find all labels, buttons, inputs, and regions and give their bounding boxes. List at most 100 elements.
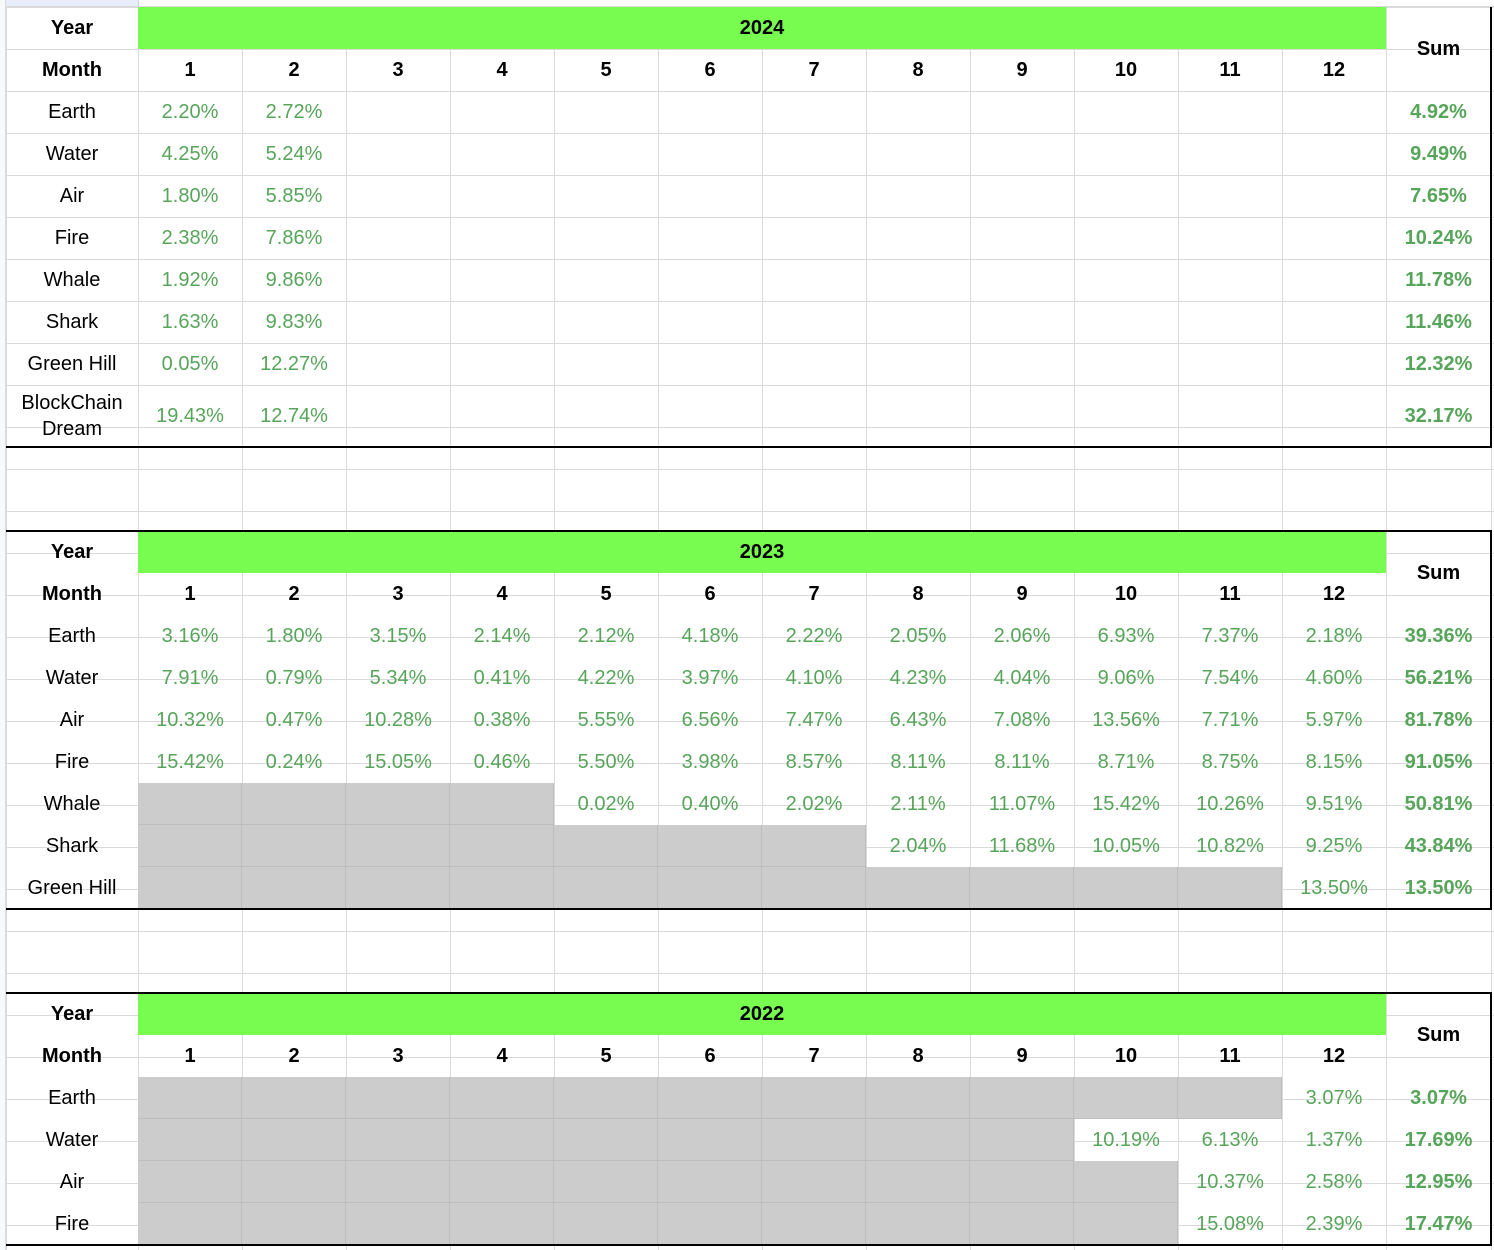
value-cell[interactable]: 4.23% <box>889 667 947 689</box>
value-cell[interactable]: 10.26% <box>1196 793 1264 815</box>
value-cell[interactable] <box>762 385 866 447</box>
sum-cell[interactable]: 9.49% <box>1410 143 1467 165</box>
value-cell[interactable] <box>346 259 450 301</box>
row-name[interactable]: Fire <box>54 227 90 249</box>
value-cell[interactable] <box>1178 175 1282 217</box>
value-cell[interactable]: 0.40% <box>681 793 739 815</box>
empty-cell[interactable] <box>242 867 346 909</box>
empty-cell[interactable] <box>450 825 554 867</box>
value-cell[interactable] <box>1074 175 1178 217</box>
value-cell[interactable]: 0.24% <box>265 751 323 773</box>
empty-cell[interactable] <box>1074 1203 1178 1245</box>
value-cell[interactable] <box>450 259 554 301</box>
month-header-2[interactable]: 2 <box>288 1045 300 1067</box>
empty-cell[interactable] <box>138 867 242 909</box>
value-cell[interactable] <box>970 217 1074 259</box>
value-cell[interactable]: 4.04% <box>993 667 1051 689</box>
year-label[interactable]: Year <box>50 17 94 39</box>
row-name[interactable]: Green Hill <box>27 877 117 899</box>
value-cell[interactable] <box>866 385 970 447</box>
value-cell[interactable] <box>554 133 658 175</box>
month-header-11[interactable]: 11 <box>1219 583 1241 605</box>
value-cell[interactable] <box>866 301 970 343</box>
sum-cell[interactable]: 32.17% <box>1404 405 1473 427</box>
empty-cell[interactable] <box>866 867 970 909</box>
empty-cell[interactable] <box>658 825 762 867</box>
row-name[interactable]: Water <box>45 1129 99 1151</box>
empty-cell[interactable] <box>970 1203 1074 1245</box>
value-cell[interactable] <box>346 91 450 133</box>
value-cell[interactable]: 5.50% <box>577 751 635 773</box>
value-cell[interactable] <box>1074 385 1178 447</box>
month-header-5[interactable]: 5 <box>600 1045 612 1067</box>
empty-cell[interactable] <box>970 867 1074 909</box>
value-cell[interactable] <box>346 385 450 447</box>
value-cell[interactable]: 7.47% <box>785 709 843 731</box>
empty-cell[interactable] <box>866 1119 970 1161</box>
value-cell[interactable] <box>658 91 762 133</box>
value-cell[interactable]: 5.34% <box>369 667 427 689</box>
month-header-8[interactable]: 8 <box>912 583 924 605</box>
value-cell[interactable] <box>1074 301 1178 343</box>
value-cell[interactable]: 3.97% <box>681 667 739 689</box>
value-cell[interactable] <box>554 91 658 133</box>
empty-cell[interactable] <box>242 1119 346 1161</box>
value-cell[interactable] <box>346 217 450 259</box>
value-cell[interactable] <box>866 217 970 259</box>
value-cell[interactable]: 2.22% <box>785 625 843 647</box>
value-cell[interactable] <box>450 91 554 133</box>
value-cell[interactable] <box>866 343 970 385</box>
value-cell[interactable] <box>1282 385 1386 447</box>
empty-cell[interactable] <box>450 867 554 909</box>
empty-cell[interactable] <box>242 825 346 867</box>
value-cell[interactable] <box>658 133 762 175</box>
row-name[interactable]: Air <box>59 709 85 731</box>
value-cell[interactable] <box>762 259 866 301</box>
empty-cell[interactable] <box>346 1077 450 1119</box>
empty-cell[interactable] <box>346 1119 450 1161</box>
value-cell[interactable]: 6.93% <box>1097 625 1155 647</box>
value-cell[interactable]: 9.06% <box>1097 667 1155 689</box>
value-cell[interactable] <box>1074 133 1178 175</box>
year-label[interactable]: Year <box>50 1003 94 1025</box>
value-cell[interactable]: 8.15% <box>1305 751 1363 773</box>
empty-cell[interactable] <box>138 1077 242 1119</box>
month-label[interactable]: Month <box>42 59 102 81</box>
value-cell[interactable] <box>970 259 1074 301</box>
sum-cell[interactable]: 12.95% <box>1404 1171 1473 1193</box>
value-cell[interactable] <box>658 259 762 301</box>
value-cell[interactable]: 0.02% <box>577 793 635 815</box>
empty-cell[interactable] <box>346 1161 450 1203</box>
value-cell[interactable]: 2.39% <box>1305 1213 1363 1235</box>
value-cell[interactable]: 2.04% <box>889 835 947 857</box>
empty-cell[interactable] <box>554 1119 658 1161</box>
sum-cell[interactable]: 11.46% <box>1405 311 1472 333</box>
value-cell[interactable]: 4.60% <box>1305 667 1363 689</box>
row-name[interactable]: Water <box>45 667 99 689</box>
month-header-3[interactable]: 3 <box>392 59 404 81</box>
value-cell[interactable]: 5.97% <box>1305 709 1363 731</box>
value-cell[interactable] <box>450 301 554 343</box>
value-cell[interactable]: 12.27% <box>260 353 328 375</box>
value-cell[interactable]: 10.19% <box>1092 1129 1160 1151</box>
sum-cell[interactable]: 11.78% <box>1405 269 1472 291</box>
value-cell[interactable]: 7.86% <box>265 227 323 249</box>
value-cell[interactable]: 2.14% <box>473 625 531 647</box>
value-cell[interactable] <box>554 343 658 385</box>
value-cell[interactable]: 9.25% <box>1305 835 1363 857</box>
value-cell[interactable] <box>658 343 762 385</box>
empty-cell[interactable] <box>346 783 450 825</box>
empty-cell[interactable] <box>242 1203 346 1245</box>
sum-cell[interactable]: 17.47% <box>1404 1213 1473 1235</box>
value-cell[interactable] <box>970 91 1074 133</box>
value-cell[interactable]: 15.05% <box>364 751 432 773</box>
year-label[interactable]: Year <box>50 541 94 563</box>
value-cell[interactable] <box>1178 259 1282 301</box>
empty-cell[interactable] <box>970 1161 1074 1203</box>
empty-cell[interactable] <box>242 1161 346 1203</box>
row-name[interactable]: BlockChain Dream <box>21 392 123 440</box>
empty-cell[interactable] <box>762 1161 866 1203</box>
value-cell[interactable]: 9.83% <box>265 311 323 333</box>
empty-cell[interactable] <box>554 1203 658 1245</box>
value-cell[interactable]: 8.11% <box>994 751 1050 773</box>
